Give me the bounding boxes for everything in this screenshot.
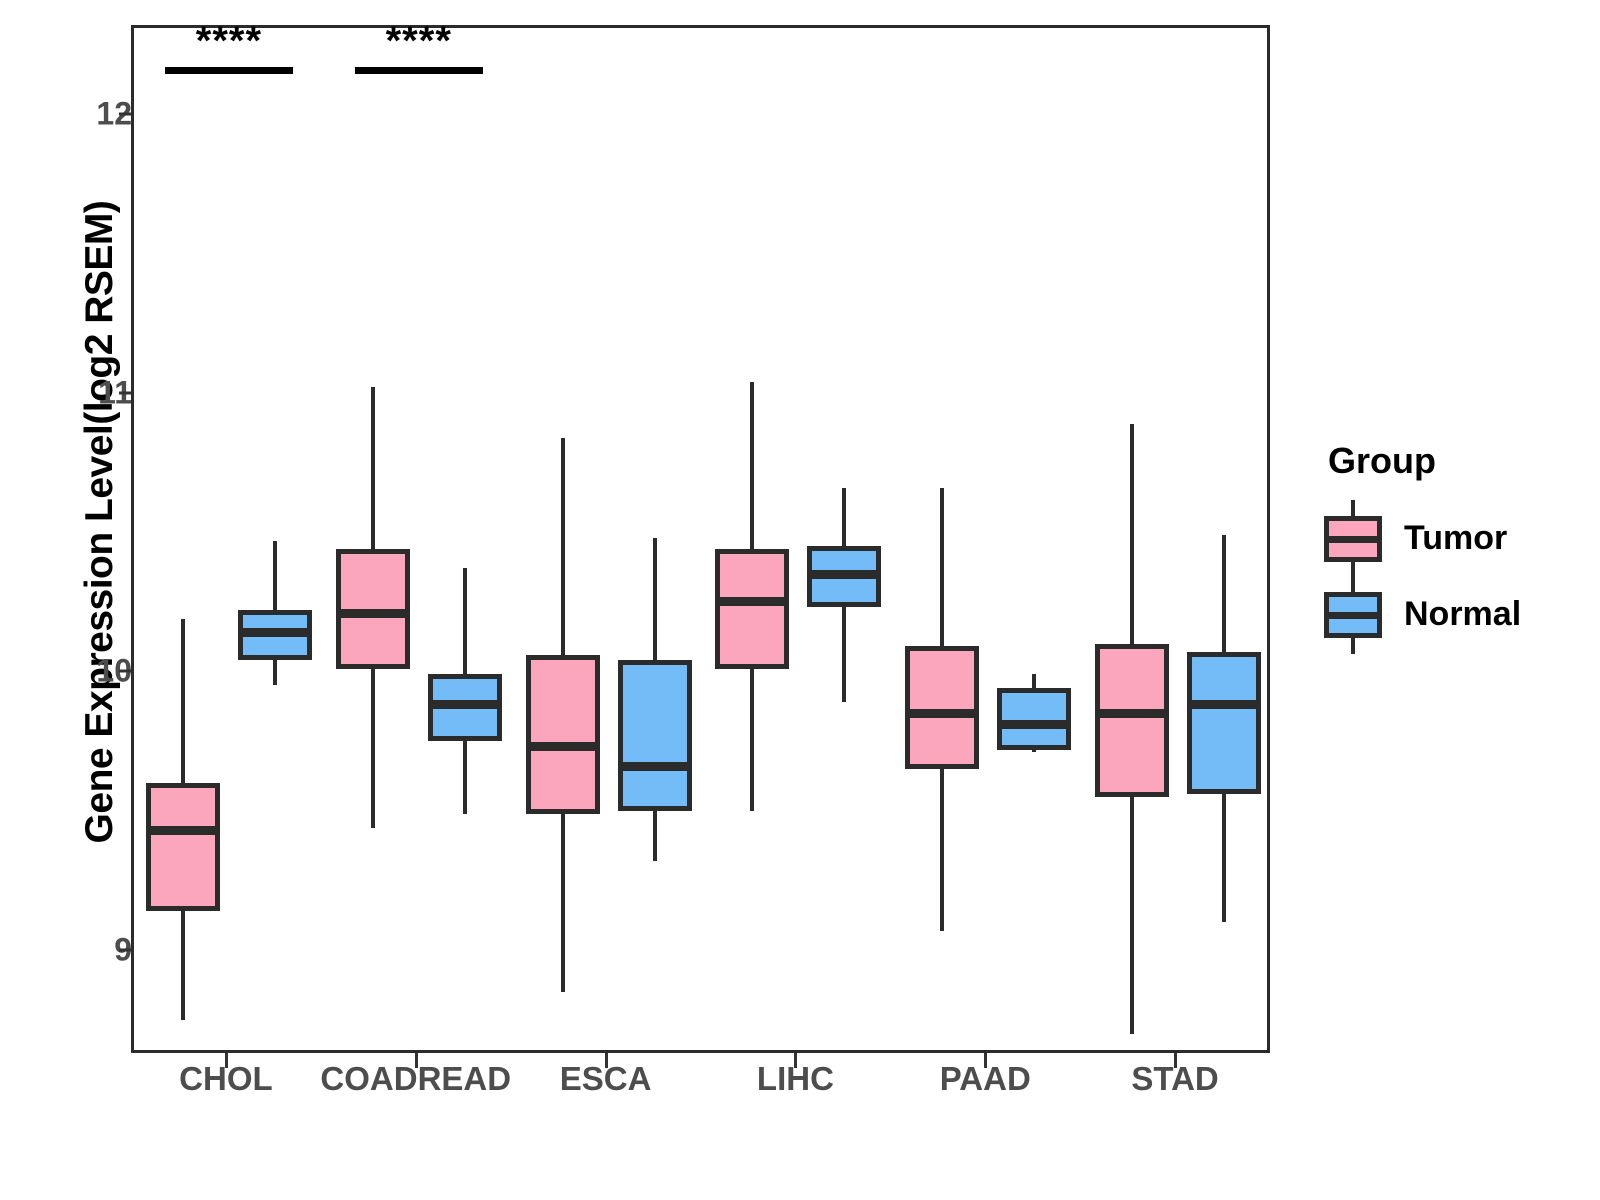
whisker-upper: [370, 387, 375, 549]
boxplot-tumor-paad: [134, 28, 1267, 1050]
whisker-upper: [180, 618, 185, 783]
whisker-upper: [940, 487, 945, 647]
whisker-lower: [1032, 749, 1037, 753]
box-iqr: [525, 654, 600, 814]
whisker-upper: [1032, 674, 1037, 689]
median-line: [237, 628, 312, 638]
whisker-lower: [180, 911, 185, 1020]
boxplot-normal-stad: [134, 28, 1267, 1050]
legend-whisker-lower: [1351, 560, 1355, 578]
legend-whisker-upper: [1351, 500, 1355, 518]
significance-label: ****: [195, 19, 263, 64]
legend-whisker-lower: [1351, 636, 1355, 654]
x-tick-label-chol: CHOL: [179, 1060, 273, 1097]
legend-item-normal[interactable]: Normal: [1320, 576, 1522, 654]
whisker-lower: [652, 810, 657, 861]
x-tick-label-paad: PAAD: [939, 1060, 1031, 1097]
legend-entries: Tumor Normal: [1320, 500, 1522, 654]
box-iqr: [617, 660, 692, 811]
whisker-upper: [652, 537, 657, 661]
x-tick-mark: [414, 1053, 418, 1068]
y-tick-mark: [119, 112, 132, 116]
boxplot-tumor-chol: [134, 28, 1267, 1050]
x-tick-label-coadread: COADREAD: [320, 1060, 512, 1097]
median-line: [145, 825, 220, 835]
boxplot-tumor-stad: [134, 28, 1267, 1050]
boxplot-normal-esca: [134, 28, 1267, 1050]
legend-label: Normal: [1404, 594, 1522, 633]
y-axis-title: Gene Expression Level(log2 RSEM): [78, 200, 121, 844]
whisker-upper: [750, 381, 755, 549]
significance-label: ****: [385, 19, 452, 64]
significance-bar: [164, 67, 293, 74]
whisker-lower: [462, 741, 467, 814]
legend-key-icon: [1320, 576, 1386, 654]
x-tick-mark: [794, 1053, 798, 1068]
x-tick-mark: [604, 1053, 608, 1068]
x-tick-mark: [1174, 1053, 1178, 1068]
boxplot-normal-paad: [134, 28, 1267, 1050]
legend-item-tumor[interactable]: Tumor: [1320, 500, 1521, 578]
x-tick-label-esca: ESCA: [559, 1060, 652, 1097]
whisker-lower: [560, 813, 565, 992]
y-tick-mark: [119, 948, 132, 952]
median-line: [1187, 700, 1262, 710]
whisker-upper: [1130, 423, 1135, 644]
median-line: [617, 761, 692, 771]
median-line: [905, 708, 980, 718]
significance-bar: [354, 67, 483, 74]
whisker-lower: [940, 769, 945, 931]
whisker-lower: [1130, 796, 1135, 1034]
box-iqr: [145, 782, 220, 912]
median-line: [525, 742, 600, 752]
whisker-upper: [842, 487, 847, 547]
boxplot-normal-lihc: [134, 28, 1267, 1050]
whisker-lower: [842, 607, 847, 703]
x-tick-mark: [984, 1053, 988, 1068]
whisker-lower: [272, 660, 277, 686]
x-tick-label-stad: STAD: [1131, 1060, 1219, 1097]
legend-whisker-upper: [1351, 576, 1355, 594]
plot-panel: **** ****: [131, 19, 1270, 1053]
legend-key-icon: [1320, 500, 1386, 578]
whisker-upper: [462, 568, 467, 675]
y-tick-mark: [119, 391, 132, 395]
median-line: [807, 569, 882, 579]
whisker-upper: [560, 437, 565, 655]
box-iqr: [997, 688, 1072, 750]
legend-median-line: [1324, 612, 1382, 619]
whisker-lower: [370, 668, 375, 828]
whisker-lower: [1222, 794, 1227, 923]
median-line: [427, 700, 502, 710]
y-tick-mark: [119, 669, 132, 673]
boxplot-tumor-esca: [134, 28, 1267, 1050]
median-line: [1095, 708, 1170, 718]
legend: Group Tumor Normal: [1320, 440, 1522, 654]
box-iqr: [1095, 643, 1170, 797]
boxplot-tumor-lihc: [134, 28, 1267, 1050]
box-iqr: [905, 646, 980, 770]
median-line: [997, 719, 1072, 729]
boxplot-tumor-coadread: [134, 28, 1267, 1050]
box-iqr: [1187, 652, 1262, 795]
box-iqr: [715, 548, 790, 669]
median-line: [715, 597, 790, 607]
legend-title: Group: [1328, 440, 1436, 481]
boxplot-normal-coadread: [134, 28, 1267, 1050]
whisker-upper: [272, 540, 277, 611]
x-tick-mark: [224, 1053, 228, 1068]
boxplot-normal-chol: [134, 28, 1267, 1050]
plot-area: **** ****: [134, 19, 1267, 1050]
legend-label: Tumor: [1404, 518, 1508, 557]
whisker-lower: [750, 668, 755, 811]
median-line: [335, 608, 410, 618]
whisker-upper: [1222, 535, 1227, 653]
x-tick-label-lihc: LIHC: [756, 1060, 834, 1097]
legend-median-line: [1324, 536, 1382, 543]
